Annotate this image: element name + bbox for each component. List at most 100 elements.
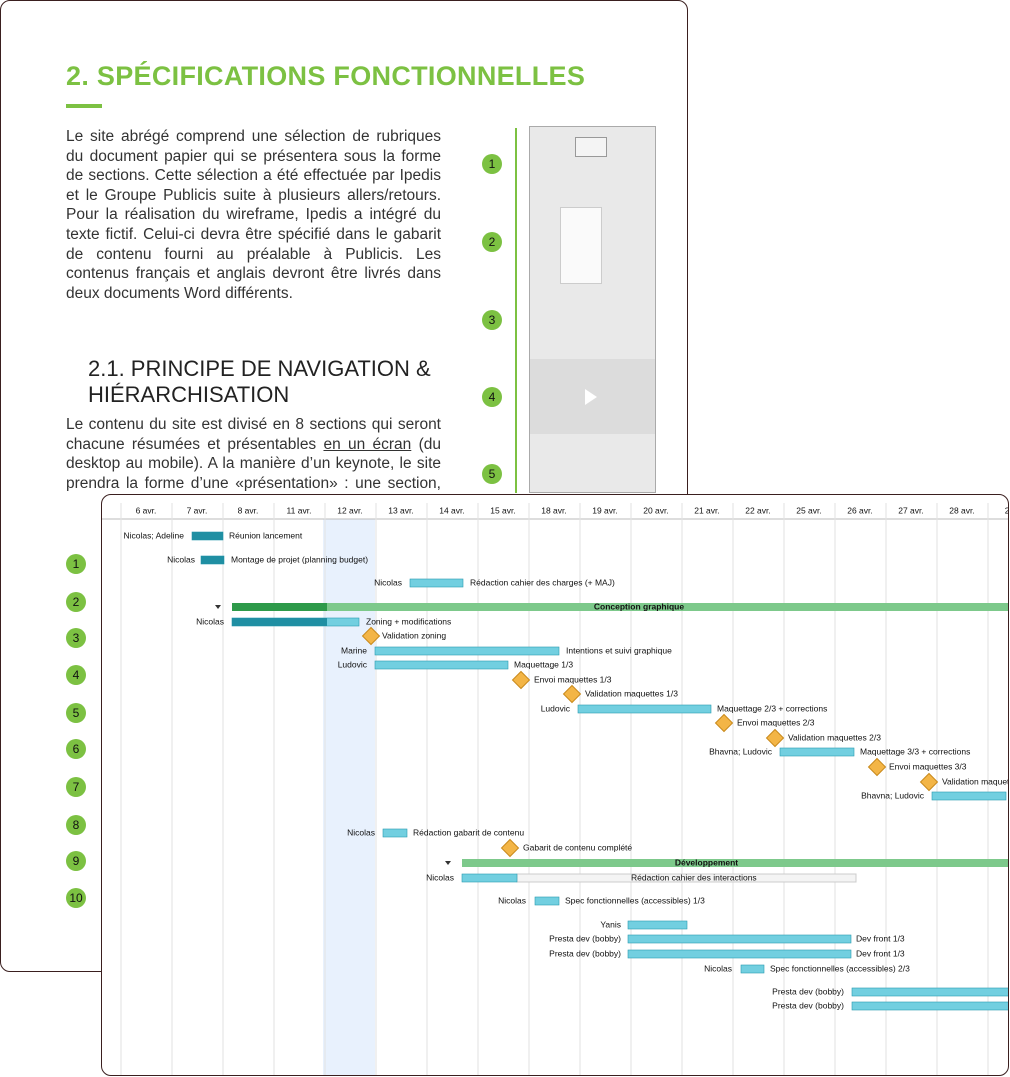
task-bar (534, 896, 560, 906)
text: (du desktop au mobile). A la manière d’u… (66, 435, 441, 491)
task-label: Intentions et suivi graphique (566, 645, 672, 655)
milestone (562, 684, 582, 704)
date-label: 21 avr. (694, 505, 720, 515)
collapse-toggle (215, 605, 221, 609)
assignee: Nicolas (704, 963, 732, 973)
list-number: 5 (66, 703, 86, 723)
step-line (515, 128, 517, 493)
task-bar (931, 791, 1007, 801)
milestone (867, 757, 887, 777)
assignee: Yanis (600, 919, 621, 929)
task-label: Validation maquettes 1/3 (585, 688, 678, 698)
date-label: 8 avr. (238, 505, 259, 515)
date-label: 13 avr. (388, 505, 414, 515)
date-label: 6 avr. (136, 505, 157, 515)
date-label: 29 a (1005, 505, 1008, 515)
group-bar (232, 603, 1008, 611)
task-label: Envoi maquettes 2/3 (737, 717, 815, 727)
date-label: 19 avr. (592, 505, 618, 515)
list-number: 1 (66, 554, 86, 574)
task-bar (461, 873, 518, 883)
task-label: Rédaction gabarit de contenu (413, 827, 524, 837)
list-number: 4 (66, 665, 86, 685)
assignee: Nicolas; Adeline (124, 530, 185, 540)
task-label: Maquettage 1/3 (514, 659, 573, 669)
section-title: 2. SPÉCIFICATIONS FONCTIONNELLES (66, 61, 586, 91)
task-label: Rédaction cahier des charges (+ MAJ) (470, 577, 615, 587)
step-number: 2 (482, 232, 502, 252)
date-label: 20 avr. (643, 505, 669, 515)
step-number: 1 (482, 154, 502, 174)
task-bar (627, 949, 852, 959)
task-progress (201, 556, 224, 564)
task-label: Spec fonctionnelles (accessibles) 1/3 (565, 895, 705, 905)
task-label: Spec fonctionnelles (accessibles) 2/3 (770, 963, 910, 973)
wireframe (529, 126, 656, 493)
date-label: 7 avr. (187, 505, 208, 515)
task-bar (382, 828, 408, 838)
task-label: Dev front 1/3 (856, 948, 905, 958)
list-number: 10 (66, 888, 86, 908)
gantt-chart: 6 avr. 7 avr. 8 avr. 11 avr. 12 avr. 13 avr. 1… (101, 494, 1009, 1076)
task-bar (851, 1001, 1008, 1011)
list-number: 8 (66, 815, 86, 835)
assignee: Nicolas (167, 554, 195, 564)
milestone (919, 772, 939, 792)
task-bar (577, 704, 712, 714)
subsection-title: 2.1. PRINCIPE DE NAVIGATION & HIÉRARCHIS… (88, 356, 431, 407)
step-number: 3 (482, 310, 502, 330)
assignee: Ludovic (338, 659, 368, 669)
step-number: 4 (482, 387, 502, 407)
task-label: Dev front 1/3 (856, 933, 905, 943)
date-label: 28 avr. (949, 505, 975, 515)
list-number: 6 (66, 739, 86, 759)
milestone (500, 838, 520, 858)
date-label: 25 avr. (796, 505, 822, 515)
task-progress (232, 618, 327, 626)
task-bar (374, 660, 509, 670)
task-bar (851, 987, 1008, 997)
gantt-svg: 6 avr. 7 avr. 8 avr. 11 avr. 12 avr. 13 avr. 1… (102, 503, 1008, 1075)
group-label: Conception graphique (594, 601, 684, 611)
milestone (714, 713, 734, 733)
assignee: Ludovic (541, 703, 571, 713)
task-label: Maquettage 3/3 + corrections (860, 746, 970, 756)
assignee: Nicolas (426, 872, 454, 882)
assignee: Bhavna; Ludovic (861, 790, 925, 800)
group-progress (232, 603, 327, 611)
date-label: 27 avr. (898, 505, 924, 515)
assignee: Nicolas (347, 827, 375, 837)
date-label: 11 avr. (287, 505, 312, 515)
date-label: 18 avr. (541, 505, 567, 515)
group-bar (462, 859, 1008, 867)
assignee: Nicolas (196, 616, 224, 626)
task-label: Envoi maquettes 1/3 (534, 674, 612, 684)
assignee: Presta dev (bobby) (549, 933, 621, 943)
task-bar (627, 934, 852, 944)
task-label: Maquettage 2/3 + corrections (717, 703, 827, 713)
task-label: Validation zoning (382, 630, 446, 640)
text: en un écran (323, 435, 412, 453)
task-progress (192, 532, 223, 540)
paragraph: Le site abrégé comprend une sélection de… (66, 128, 441, 302)
highlight-column (323, 519, 375, 1075)
task-label: Validation maquet (942, 776, 1008, 786)
date-label: 22 avr. (745, 505, 771, 515)
date-label: 26 avr. (847, 505, 873, 515)
assignee: Marine (341, 645, 367, 655)
list-number: 3 (66, 628, 86, 648)
step-number: 5 (482, 464, 502, 484)
milestone (361, 626, 381, 646)
task-bar (374, 646, 560, 656)
assignee: Bhavna; Ludovic (709, 746, 773, 756)
date-label: 14 avr. (439, 505, 465, 515)
task-bar (779, 747, 855, 757)
assignee: Presta dev (bobby) (772, 986, 844, 996)
title-rule (66, 104, 102, 108)
collapse-toggle (445, 861, 451, 865)
task-bar (627, 920, 688, 930)
assignee: Presta dev (bobby) (549, 948, 621, 958)
milestone (765, 728, 785, 748)
assignee: Nicolas (498, 895, 526, 905)
